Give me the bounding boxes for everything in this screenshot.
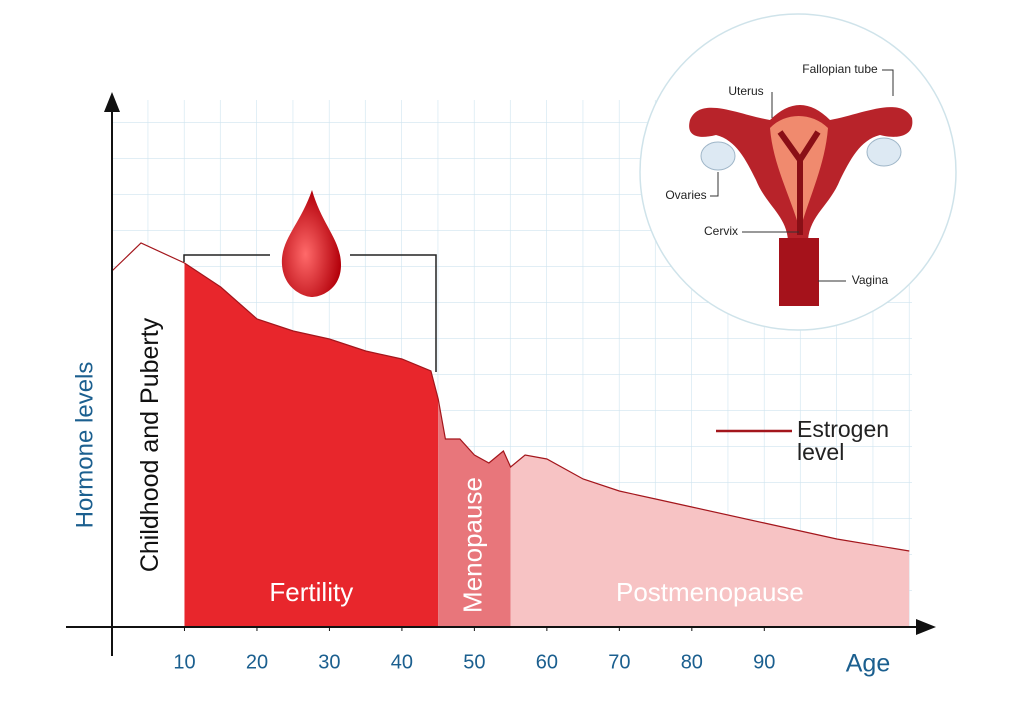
x-tick-label: 80 bbox=[681, 651, 703, 673]
diagram-label: Vagina bbox=[852, 273, 889, 287]
x-tick-label: 50 bbox=[463, 651, 485, 673]
ovary-left bbox=[700, 141, 736, 171]
x-tick-label: 40 bbox=[391, 651, 413, 673]
x-tick-label: 30 bbox=[318, 651, 340, 673]
uterus-cavity bbox=[777, 130, 821, 235]
phase-label: Childhood and Puberty bbox=[136, 317, 164, 572]
blood-drop bbox=[281, 190, 341, 297]
ovary-right bbox=[866, 137, 902, 167]
legend-label: Estrogen level bbox=[797, 416, 890, 465]
x-tick-label: 60 bbox=[536, 651, 558, 673]
phase-region bbox=[112, 243, 185, 627]
x-tick-label: 70 bbox=[608, 651, 630, 673]
y-axis-label: Hormone levels bbox=[71, 362, 98, 529]
estrogen-curve bbox=[111, 242, 910, 552]
callout-lines bbox=[710, 69, 894, 282]
x-tick-label: 20 bbox=[246, 651, 268, 673]
fertility-bracket bbox=[183, 254, 437, 372]
anatomy-diagram: Fallopian tube Uterus Ovaries Cervix Vag… bbox=[639, 13, 957, 331]
x-tick-label: 10 bbox=[173, 651, 195, 673]
x-arrow bbox=[916, 619, 936, 635]
diagram-label: Fallopian tube bbox=[802, 62, 878, 76]
phase-label: Fertility bbox=[269, 577, 353, 607]
phase-label: Postmenopause bbox=[616, 577, 804, 607]
diagram-label: Cervix bbox=[704, 224, 738, 238]
diagram-label: Uterus bbox=[728, 84, 763, 98]
diagram-label: Ovaries bbox=[665, 188, 706, 202]
x-axis-label: Age bbox=[846, 650, 890, 678]
phase-label: Menopause bbox=[457, 477, 487, 613]
x-tick-label: 90 bbox=[753, 651, 775, 673]
vagina bbox=[779, 238, 819, 306]
y-arrow bbox=[104, 92, 120, 112]
